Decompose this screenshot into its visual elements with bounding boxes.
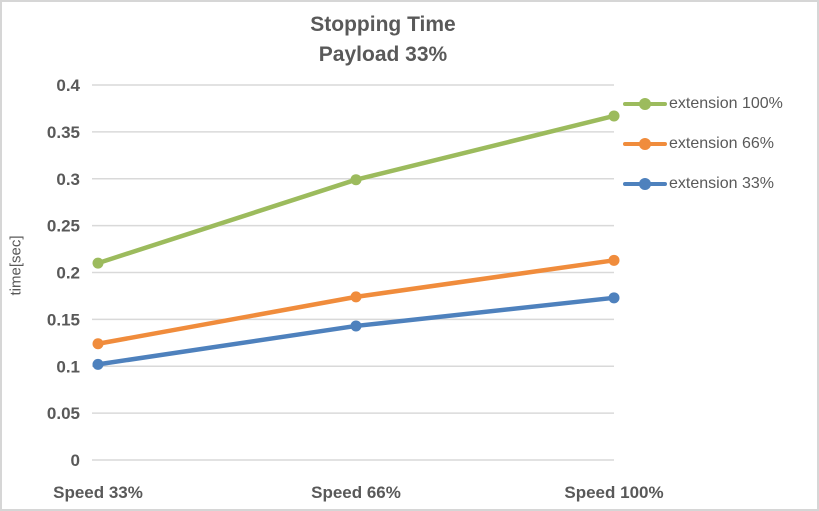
legend-item: extension 100% [623,92,783,116]
series-line [95,113,617,266]
legend-item: extension 33% [623,172,783,196]
legend-dot-icon [639,178,651,190]
data-point-marker [350,174,362,186]
x-tick-label: Speed 66% [311,483,401,502]
data-point-marker [350,320,362,332]
x-tick-label: Speed 100% [564,483,663,502]
chart-subtitle: Payload 33% [318,43,448,66]
y-tick-label: 0.15 [47,310,80,329]
legend-item: extension 66% [623,132,783,156]
legend-dot-icon [639,138,651,150]
data-point-marker [608,110,620,122]
legend-line-marker-icon [623,178,667,190]
chart-title-block: Stopping Time Payload 33% [2,10,764,70]
y-tick-label: 0.3 [56,170,80,189]
legend-line-marker-icon [623,98,667,110]
data-point-marker [608,292,620,304]
x-tick-label: Speed 33% [53,483,143,502]
legend-label: extension 33% [669,175,774,192]
legend: extension 100% extension 66% extension 3… [623,92,783,196]
data-point-marker [350,291,362,303]
data-point-marker [92,338,104,350]
y-tick-label: 0.2 [56,264,80,283]
legend-line-marker-icon [623,138,667,150]
y-axis-title: time[sec] [7,235,25,296]
y-tick-label: 0.25 [47,217,80,236]
y-tick-label: 0.35 [47,123,80,142]
chart-title: Stopping Time [310,13,456,36]
y-tick-label: 0.05 [47,404,80,423]
legend-label: extension 66% [669,135,774,152]
y-tick-label: 0.1 [56,357,80,376]
legend-label: extension 100% [669,95,783,112]
legend-dot-icon [639,98,651,110]
data-point-marker [92,257,104,269]
data-point-marker [608,254,620,266]
data-point-marker [92,358,104,370]
y-tick-label: 0.4 [56,76,80,95]
y-tick-label: 0 [71,451,80,470]
